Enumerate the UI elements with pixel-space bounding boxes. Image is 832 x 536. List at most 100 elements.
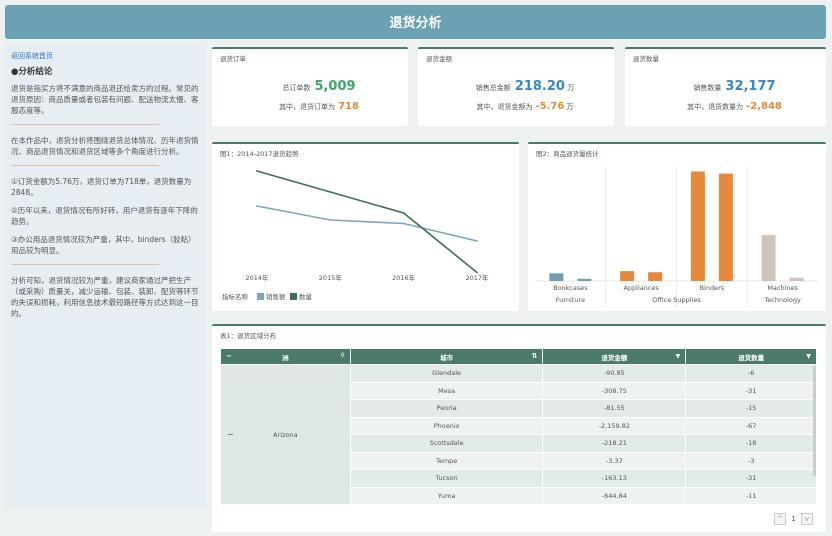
dropdown-icon[interactable]: ▼	[806, 353, 811, 360]
column-header-city[interactable]: 城市 ⇅	[349, 348, 544, 365]
table-cell: -6	[685, 364, 817, 383]
prev-page-button[interactable]: ^	[774, 513, 787, 525]
kpi-sub-label: 其中，退货金额为	[476, 103, 533, 111]
collapse-row-icon[interactable]: −	[227, 429, 234, 439]
bar	[549, 273, 564, 281]
group-label: Furniture	[556, 296, 585, 304]
table-cell: Phoenix	[349, 416, 544, 435]
table-cell: -90.85	[542, 364, 687, 383]
data-point	[256, 205, 258, 207]
table-cell: -18	[685, 434, 817, 453]
current-page: 1	[791, 515, 796, 523]
kpi-value: 5,009	[314, 79, 356, 94]
legend-swatch	[290, 293, 297, 300]
bar	[620, 271, 635, 281]
next-page-button[interactable]: v	[801, 513, 813, 525]
dropdown-icon[interactable]: ▼	[675, 353, 681, 360]
table-row[interactable]: Yuma -644.84 -11	[221, 486, 817, 505]
table-cell: -3	[685, 451, 817, 470]
filter-icon[interactable]: ⚲	[340, 352, 345, 359]
paragraph-definition: 退货是指买方将不满意的商品退还给卖方的过程。常见的退货原因：商品质量或者包装有问…	[11, 84, 199, 115]
table-row[interactable]: Mesa -308.75 -31	[221, 381, 817, 400]
kpi-card-return-amount: 退货金额 销售总金额 218.20 万 其中，退货金额为 -5.76 万	[418, 47, 614, 126]
x-tick-label: 2017年	[465, 273, 489, 282]
finding-2: ②历年以来，退货情况有所好转，用户退货有逐年下降的趋势。	[11, 206, 198, 226]
section-title: ●分析结论	[11, 67, 53, 77]
table-cell: -644.84	[542, 486, 687, 505]
legend-label: 数量	[299, 292, 313, 301]
kpi-label: 总订单数	[282, 84, 311, 92]
column-header-return-amount[interactable]: 退货金额 ▼	[542, 348, 687, 365]
table-cell: Peoria	[349, 399, 544, 418]
table-cell: -2,159.82	[542, 416, 687, 435]
table-cell: Glendale	[349, 364, 544, 383]
x-tick-label: 2014年	[245, 273, 269, 282]
region-table-card: 表1：退货区域分布 − 洲 ⚲ 城市 ⇅ 退货金额 ▼ 退货数量 ▼ − Arizona Gl…	[212, 324, 826, 532]
data-point	[476, 240, 478, 242]
table-title: 表1：退货区域分布	[220, 332, 277, 340]
divider	[11, 124, 159, 125]
data-point	[256, 170, 258, 172]
kpi-label: 销售数量	[693, 84, 722, 92]
kpi-sub-label: 其中，退货订单为	[279, 103, 336, 111]
table-cell: -31	[685, 469, 817, 488]
data-point	[329, 219, 332, 221]
group-label: Technology	[763, 296, 801, 304]
kpi-sub-value: 718	[338, 101, 359, 112]
table-row[interactable]: − Arizona Glendale -90.85 -6	[220, 364, 817, 505]
x-tick-label: 2015年	[319, 273, 343, 282]
table-row[interactable]: Scottsdale -218.21 -18	[221, 434, 817, 453]
series-line-销售额	[256, 205, 478, 242]
data-point	[402, 222, 405, 225]
table-cell: -11	[685, 486, 817, 505]
column-header-return-quantity[interactable]: 退货数量 ▼	[685, 348, 817, 365]
table-row[interactable]: Tempe -3.37 -3	[221, 451, 817, 470]
bar	[718, 173, 733, 281]
kpi-label: 销售总金额	[475, 84, 511, 92]
table-cell: -163.13	[542, 469, 687, 488]
kpi-sub-label: 其中，退货数量为	[687, 103, 744, 111]
table-cell: -15	[685, 399, 817, 418]
product-return-chart-card: 图2：商品退货量统计 Bookcases Appliances Binders Mac…	[528, 142, 826, 311]
card-title: 退货金额	[426, 55, 452, 63]
table-cell: Tempe	[349, 451, 544, 470]
table-cell: -81.55	[542, 399, 687, 418]
bar	[648, 272, 663, 281]
card-title: 退货数量	[633, 55, 659, 63]
bar	[761, 235, 776, 281]
product-return-bar-chart: Bookcases Appliances Binders Machines Furnit…	[535, 166, 818, 307]
state-cell: − Arizona	[220, 364, 351, 505]
kpi-value: 32,177	[725, 79, 776, 94]
kpi-sub-unit: 万	[566, 103, 574, 111]
group-label: Office Supplies	[652, 296, 701, 304]
data-point	[476, 271, 478, 274]
collapse-icon[interactable]: −	[226, 352, 232, 360]
sort-icon[interactable]: ⇅	[531, 352, 538, 360]
legend-label: 销售额	[266, 292, 286, 301]
kpi-sub-value: -5.76	[535, 101, 565, 112]
kpi-card-return-quantity: 退货数量 销售数量 32,177 其中，退货数量为 -2,848	[625, 47, 826, 126]
table-cell: -3.37	[542, 451, 687, 470]
kpi-sub-value: -2,848	[746, 101, 782, 112]
state-name: Arizona	[273, 430, 298, 439]
x-tick-label: 2016年	[392, 273, 416, 282]
table-row[interactable]: Peoria -81.55 -15	[221, 399, 817, 418]
table-cell: Mesa	[349, 381, 544, 400]
table-cell: Scottsdale	[349, 434, 544, 453]
category-label: Bookcases	[553, 284, 588, 292]
table-cell: -308.75	[542, 381, 687, 400]
table-scrollbar[interactable]	[813, 366, 816, 476]
pagination: ^ 1 v	[771, 513, 816, 525]
chart-title: 图2：商品退货量统计	[536, 150, 599, 158]
back-home-link[interactable]: 返回系统首页	[11, 52, 53, 60]
card-title: 退货订单	[220, 55, 246, 63]
category-label: Machines	[767, 284, 798, 292]
finding-1: ①订货金额为5.76万，退货订单为718单，退货数量为2848。	[11, 177, 192, 197]
table-cell: -67	[685, 416, 817, 435]
paragraph-scope: 在本作品中，退货分析将围绕退货总体情况、历年退货情况、商品退货情况和退货区域等多…	[11, 136, 199, 156]
column-header-state[interactable]: − 洲 ⚲	[220, 348, 351, 365]
conclusion-panel: 返回系统首页 ●分析结论 退货是指买方将不满意的商品退还给卖方的过程。常见的退货…	[5, 46, 206, 508]
table-cell: -31	[685, 381, 817, 400]
chart-title: 图1：2014-2017退货趋势	[220, 150, 299, 158]
